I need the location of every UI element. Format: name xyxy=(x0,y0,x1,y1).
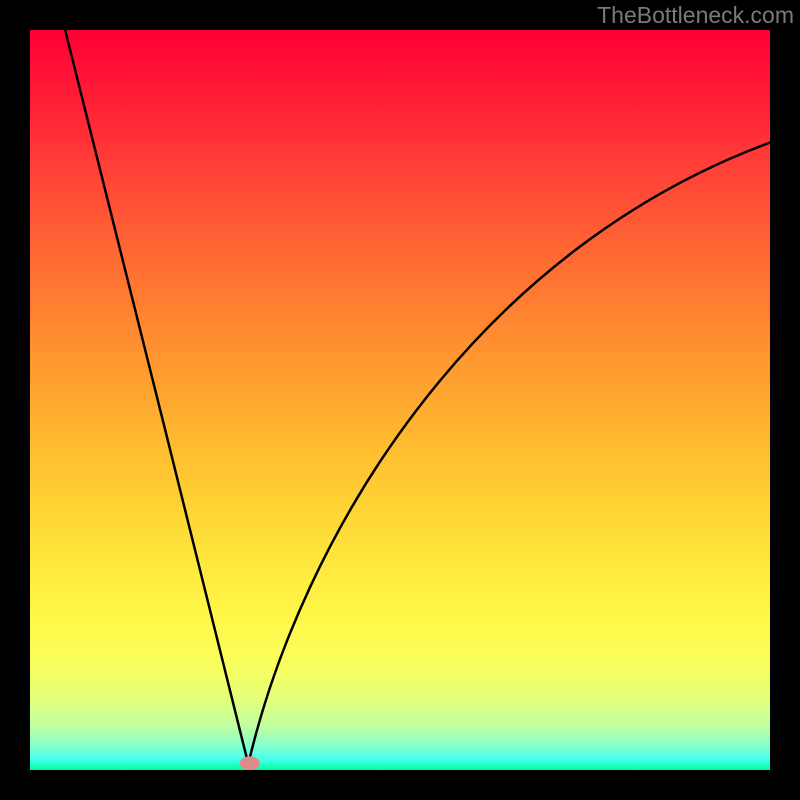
curve-layer xyxy=(0,0,800,800)
bottleneck-curve-line xyxy=(63,23,785,764)
optimum-marker xyxy=(240,756,260,770)
watermark-text: TheBottleneck.com xyxy=(597,2,794,29)
bottleneck-chart: TheBottleneck.com xyxy=(0,0,800,800)
